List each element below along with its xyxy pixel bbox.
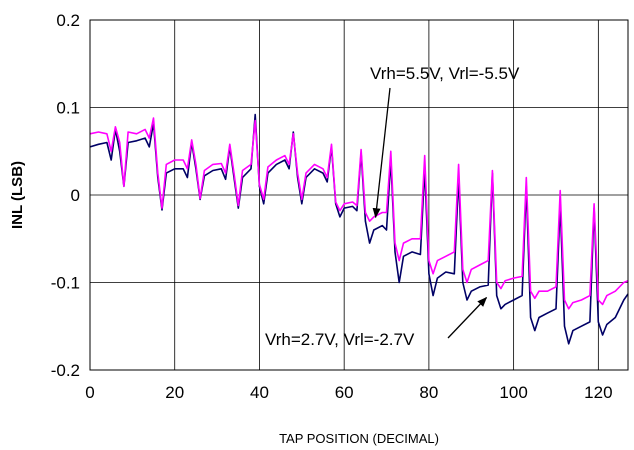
y-tick-label-0: 0.2 bbox=[56, 11, 80, 30]
y-tick-labels: 0.2 0.1 0 -0.1 -0.2 bbox=[51, 11, 80, 380]
annotation-high-arrow bbox=[372, 87, 391, 219]
x-tick-label-1: 20 bbox=[165, 383, 184, 402]
x-tick-labels: 0 20 40 60 80 100 120 bbox=[85, 383, 612, 402]
x-axis-title: TAP POSITION (DECIMAL) bbox=[279, 431, 439, 446]
x-tick-label-3: 60 bbox=[335, 383, 354, 402]
x-tick-label-4: 80 bbox=[419, 383, 438, 402]
x-tick-label-5: 100 bbox=[499, 383, 527, 402]
x-tick-label-6: 120 bbox=[584, 383, 612, 402]
series-line-vrh-5-5v bbox=[89, 117, 629, 310]
annotation-low: Vrh=2.7V, Vrl=-2.7V bbox=[265, 296, 488, 349]
annotation-low-label: Vrh=2.7V, Vrl=-2.7V bbox=[265, 330, 415, 349]
x-tick-label-2: 40 bbox=[250, 383, 269, 402]
annotation-high: Vrh=5.5V, Vrl=-5.5V bbox=[370, 64, 520, 219]
annotation-low-arrow bbox=[447, 296, 488, 339]
y-axis-title: INL (LSB) bbox=[9, 161, 26, 229]
x-tick-label-0: 0 bbox=[85, 383, 94, 402]
y-tick-label-2: 0 bbox=[71, 186, 80, 205]
y-tick-label-1: 0.1 bbox=[56, 99, 80, 118]
y-tick-label-4: -0.2 bbox=[51, 361, 80, 380]
series-layer bbox=[89, 113, 629, 345]
y-tick-label-3: -0.1 bbox=[51, 274, 80, 293]
grid bbox=[90, 20, 628, 370]
annotation-high-label: Vrh=5.5V, Vrl=-5.5V bbox=[370, 64, 520, 83]
plot-frame bbox=[89, 19, 629, 371]
series-line-vrh-2-7v bbox=[89, 113, 629, 345]
